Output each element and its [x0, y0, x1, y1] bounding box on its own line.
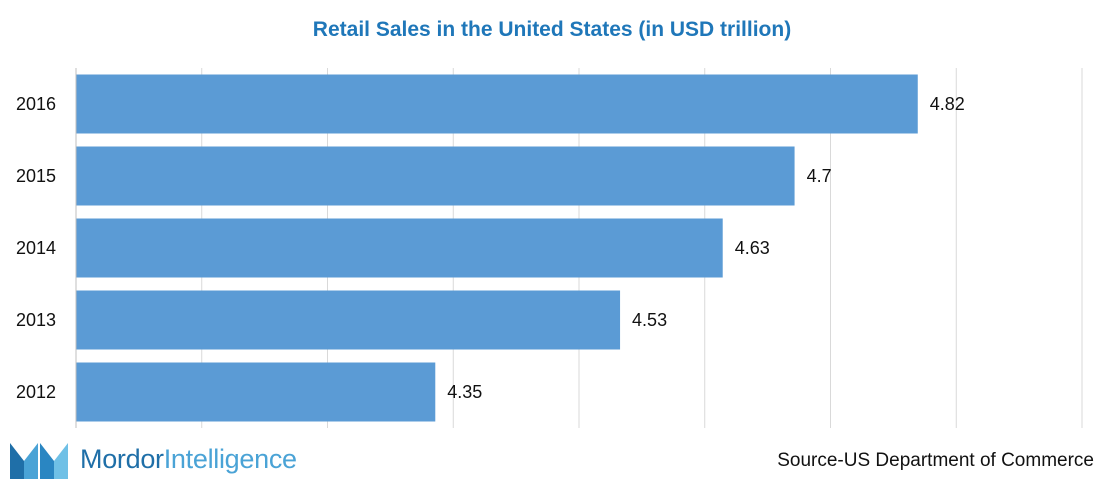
source-note: Source-US Department of Commerce [777, 450, 1094, 471]
data-label-2014: 4.63 [735, 238, 770, 258]
bar-2014 [76, 218, 723, 278]
mordor-logo-icon [10, 443, 68, 479]
category-label-2014: 2014 [16, 238, 56, 258]
category-label-2013: 2013 [16, 310, 56, 330]
category-label-2016: 2016 [16, 94, 56, 114]
data-label-2016: 4.82 [930, 94, 965, 114]
category-label-2012: 2012 [16, 382, 56, 402]
logo-wordmark: MordorIntelligence [80, 444, 297, 475]
bar-2012 [76, 362, 436, 422]
logo-word-secondary: Intelligence [163, 443, 297, 474]
bar-2015 [76, 146, 795, 206]
logo-word-primary: Mordor [80, 443, 164, 474]
data-label-2012: 4.35 [447, 382, 482, 402]
bar-2013 [76, 290, 621, 350]
data-labels: 4.82 4.7 4.63 4.53 4.35 [447, 94, 965, 402]
bars [76, 74, 918, 422]
data-label-2015: 4.7 [807, 166, 832, 186]
bar-2016 [76, 74, 918, 134]
chart-title: Retail Sales in the United States (in US… [312, 18, 792, 41]
category-label-2015: 2015 [16, 166, 56, 186]
data-label-2013: 4.53 [632, 310, 667, 330]
category-labels: 2016 2015 2014 2013 2012 [16, 94, 56, 402]
mordor-intelligence-logo: MordorIntelligence [10, 438, 297, 480]
